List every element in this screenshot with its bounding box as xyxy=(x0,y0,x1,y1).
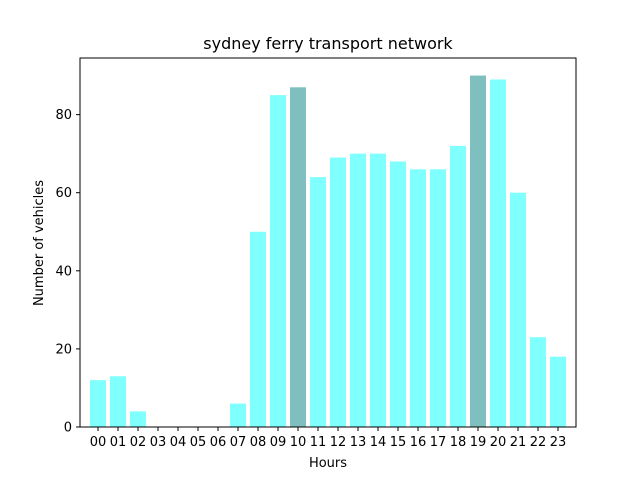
x-axis-label: Hours xyxy=(309,456,347,471)
x-tick-label: 18 xyxy=(450,435,467,450)
x-tick-label: 21 xyxy=(510,435,527,450)
bar-01 xyxy=(110,376,126,427)
y-axis-label: Number of vehicles xyxy=(32,180,47,306)
x-tick-label: 07 xyxy=(230,435,247,450)
bar-17 xyxy=(430,169,446,428)
bar-20 xyxy=(490,79,506,427)
x-tick-label: 22 xyxy=(530,435,547,450)
x-tick-label: 23 xyxy=(550,435,567,450)
bar-11 xyxy=(310,177,326,427)
bar-10 xyxy=(290,87,306,427)
bar-02 xyxy=(130,411,146,427)
y-tick-label: 20 xyxy=(55,342,72,357)
x-tick-label: 02 xyxy=(130,435,147,450)
y-axis: 0 20 40 60 80 xyxy=(55,108,80,436)
bar-13 xyxy=(350,153,366,428)
x-tick-label: 03 xyxy=(150,435,167,450)
bar-16 xyxy=(410,169,426,428)
x-tick-label: 09 xyxy=(270,435,287,450)
bar-21 xyxy=(510,192,526,427)
bar-23 xyxy=(550,356,566,427)
y-tick-label: 0 xyxy=(64,421,72,436)
bar-22 xyxy=(530,337,546,427)
bar-18 xyxy=(450,145,466,428)
x-tick-label: 10 xyxy=(290,435,307,450)
bar-08 xyxy=(250,231,266,427)
x-tick-label: 12 xyxy=(330,435,347,450)
x-tick-label: 13 xyxy=(350,435,367,450)
plot-frame xyxy=(79,57,577,428)
x-tick-label: 08 xyxy=(250,435,267,450)
x-tick-label: 00 xyxy=(90,435,107,450)
x-tick-label: 04 xyxy=(170,435,187,450)
chart-title: sydney ferry transport network xyxy=(203,34,453,53)
bar-14 xyxy=(370,153,386,428)
x-tick-label: 14 xyxy=(370,435,387,450)
x-tick-label: 01 xyxy=(110,435,127,450)
x-tick-label: 20 xyxy=(490,435,507,450)
x-tick-label: 19 xyxy=(470,435,487,450)
x-tick-label: 17 xyxy=(430,435,447,450)
bar-19 xyxy=(470,75,486,427)
bar-12 xyxy=(330,157,346,427)
x-axis: 00 01 02 03 04 05 06 07 08 09 10 11 12 13 14 15 16 17 18 19… xyxy=(90,427,567,450)
x-tick-label: 11 xyxy=(310,435,327,450)
bar-15 xyxy=(390,161,406,428)
bar-00 xyxy=(90,380,106,427)
y-tick-label: 40 xyxy=(55,264,72,279)
x-tick-label: 05 xyxy=(190,435,207,450)
y-tick-label: 60 xyxy=(55,186,72,201)
x-tick-label: 15 xyxy=(390,435,407,450)
y-tick-label: 80 xyxy=(55,108,72,123)
bar-09 xyxy=(270,95,286,427)
x-tick-label: 06 xyxy=(210,435,227,450)
bars-group xyxy=(90,75,566,428)
bar-07 xyxy=(230,403,246,427)
x-tick-label: 16 xyxy=(410,435,427,450)
